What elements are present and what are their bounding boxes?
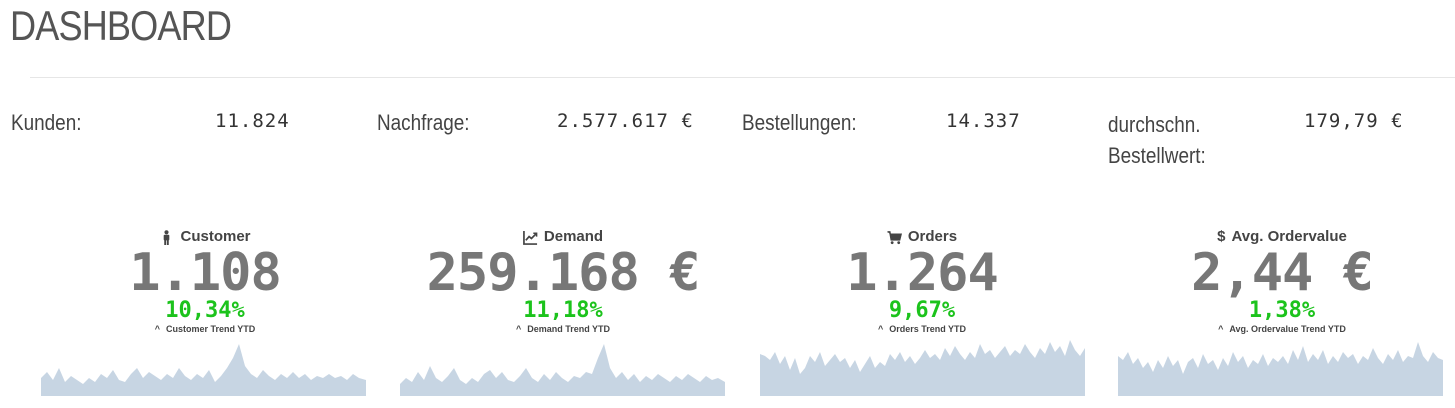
- kpi-demand: Demand 259.168 € 11,18% ^ Demand Trend Y…: [398, 226, 728, 335]
- kpi-orders: Orders 1.264 9,67% ^ Orders Trend YTD: [757, 226, 1087, 335]
- kpi-customer: Customer 1.108 10,34% ^ Customer Trend Y…: [40, 226, 370, 335]
- kpi-percent: 9,67%: [888, 298, 956, 323]
- kpi-trend-label: Demand Trend YTD: [527, 324, 611, 334]
- person-icon: [164, 229, 170, 245]
- page-title: DASHBOARD: [10, 2, 232, 49]
- customer-trend-sparkline: [41, 344, 366, 396]
- kpi-value: 2,44 €: [1191, 243, 1374, 303]
- kpi-percent: 1,38%: [1248, 298, 1316, 323]
- line-chart-icon: [523, 230, 538, 245]
- stat-value: 179,79 €: [1304, 110, 1404, 132]
- kpi-title: Demand: [543, 228, 604, 245]
- stat-value: 14.337: [946, 110, 1021, 132]
- stat-label: durchschn. Bestellwert:: [1108, 112, 1206, 168]
- kpi-trend-label: Avg. Ordervalue Trend YTD: [1229, 324, 1346, 334]
- stat-label: Nachfrage:: [377, 110, 470, 135]
- kpi-trend-label: Customer Trend YTD: [165, 324, 256, 334]
- kpi-title: Avg. Ordervalue: [1231, 228, 1347, 245]
- kpi-trend-label: Orders Trend YTD: [889, 324, 967, 334]
- shopping-cart-icon: [887, 230, 902, 244]
- chevron-up-icon: ^: [1218, 324, 1224, 334]
- stat-label: Bestellungen:: [742, 110, 857, 135]
- header-divider: [30, 77, 1455, 78]
- kpi-percent: 10,34%: [165, 298, 245, 323]
- dollar-icon: $: [1217, 228, 1226, 245]
- chevron-up-icon: ^: [515, 324, 522, 334]
- kpi-value: 259.168 €: [426, 243, 701, 303]
- kpi-value: 1.264: [846, 243, 999, 303]
- kpi-avg-ordervalue: $ Avg. Ordervalue 2,44 € 1,38% ^ Avg. Or…: [1117, 226, 1447, 335]
- stat-value: 11.824: [215, 110, 290, 132]
- stat-value: 2.577.617 €: [557, 110, 694, 132]
- kpi-title: Customer: [180, 228, 251, 245]
- orders-trend-sparkline: [760, 340, 1085, 396]
- demand-trend-sparkline: [400, 344, 725, 396]
- kpi-value: 1.108: [129, 243, 282, 303]
- stat-label: Kunden:: [11, 110, 82, 135]
- kpi-percent: 11,18%: [523, 298, 603, 323]
- avg-ordervalue-trend-sparkline: [1118, 342, 1443, 396]
- chevron-up-icon: ^: [154, 324, 160, 334]
- kpi-title: Orders: [907, 228, 958, 245]
- chevron-up-icon: ^: [877, 324, 884, 334]
